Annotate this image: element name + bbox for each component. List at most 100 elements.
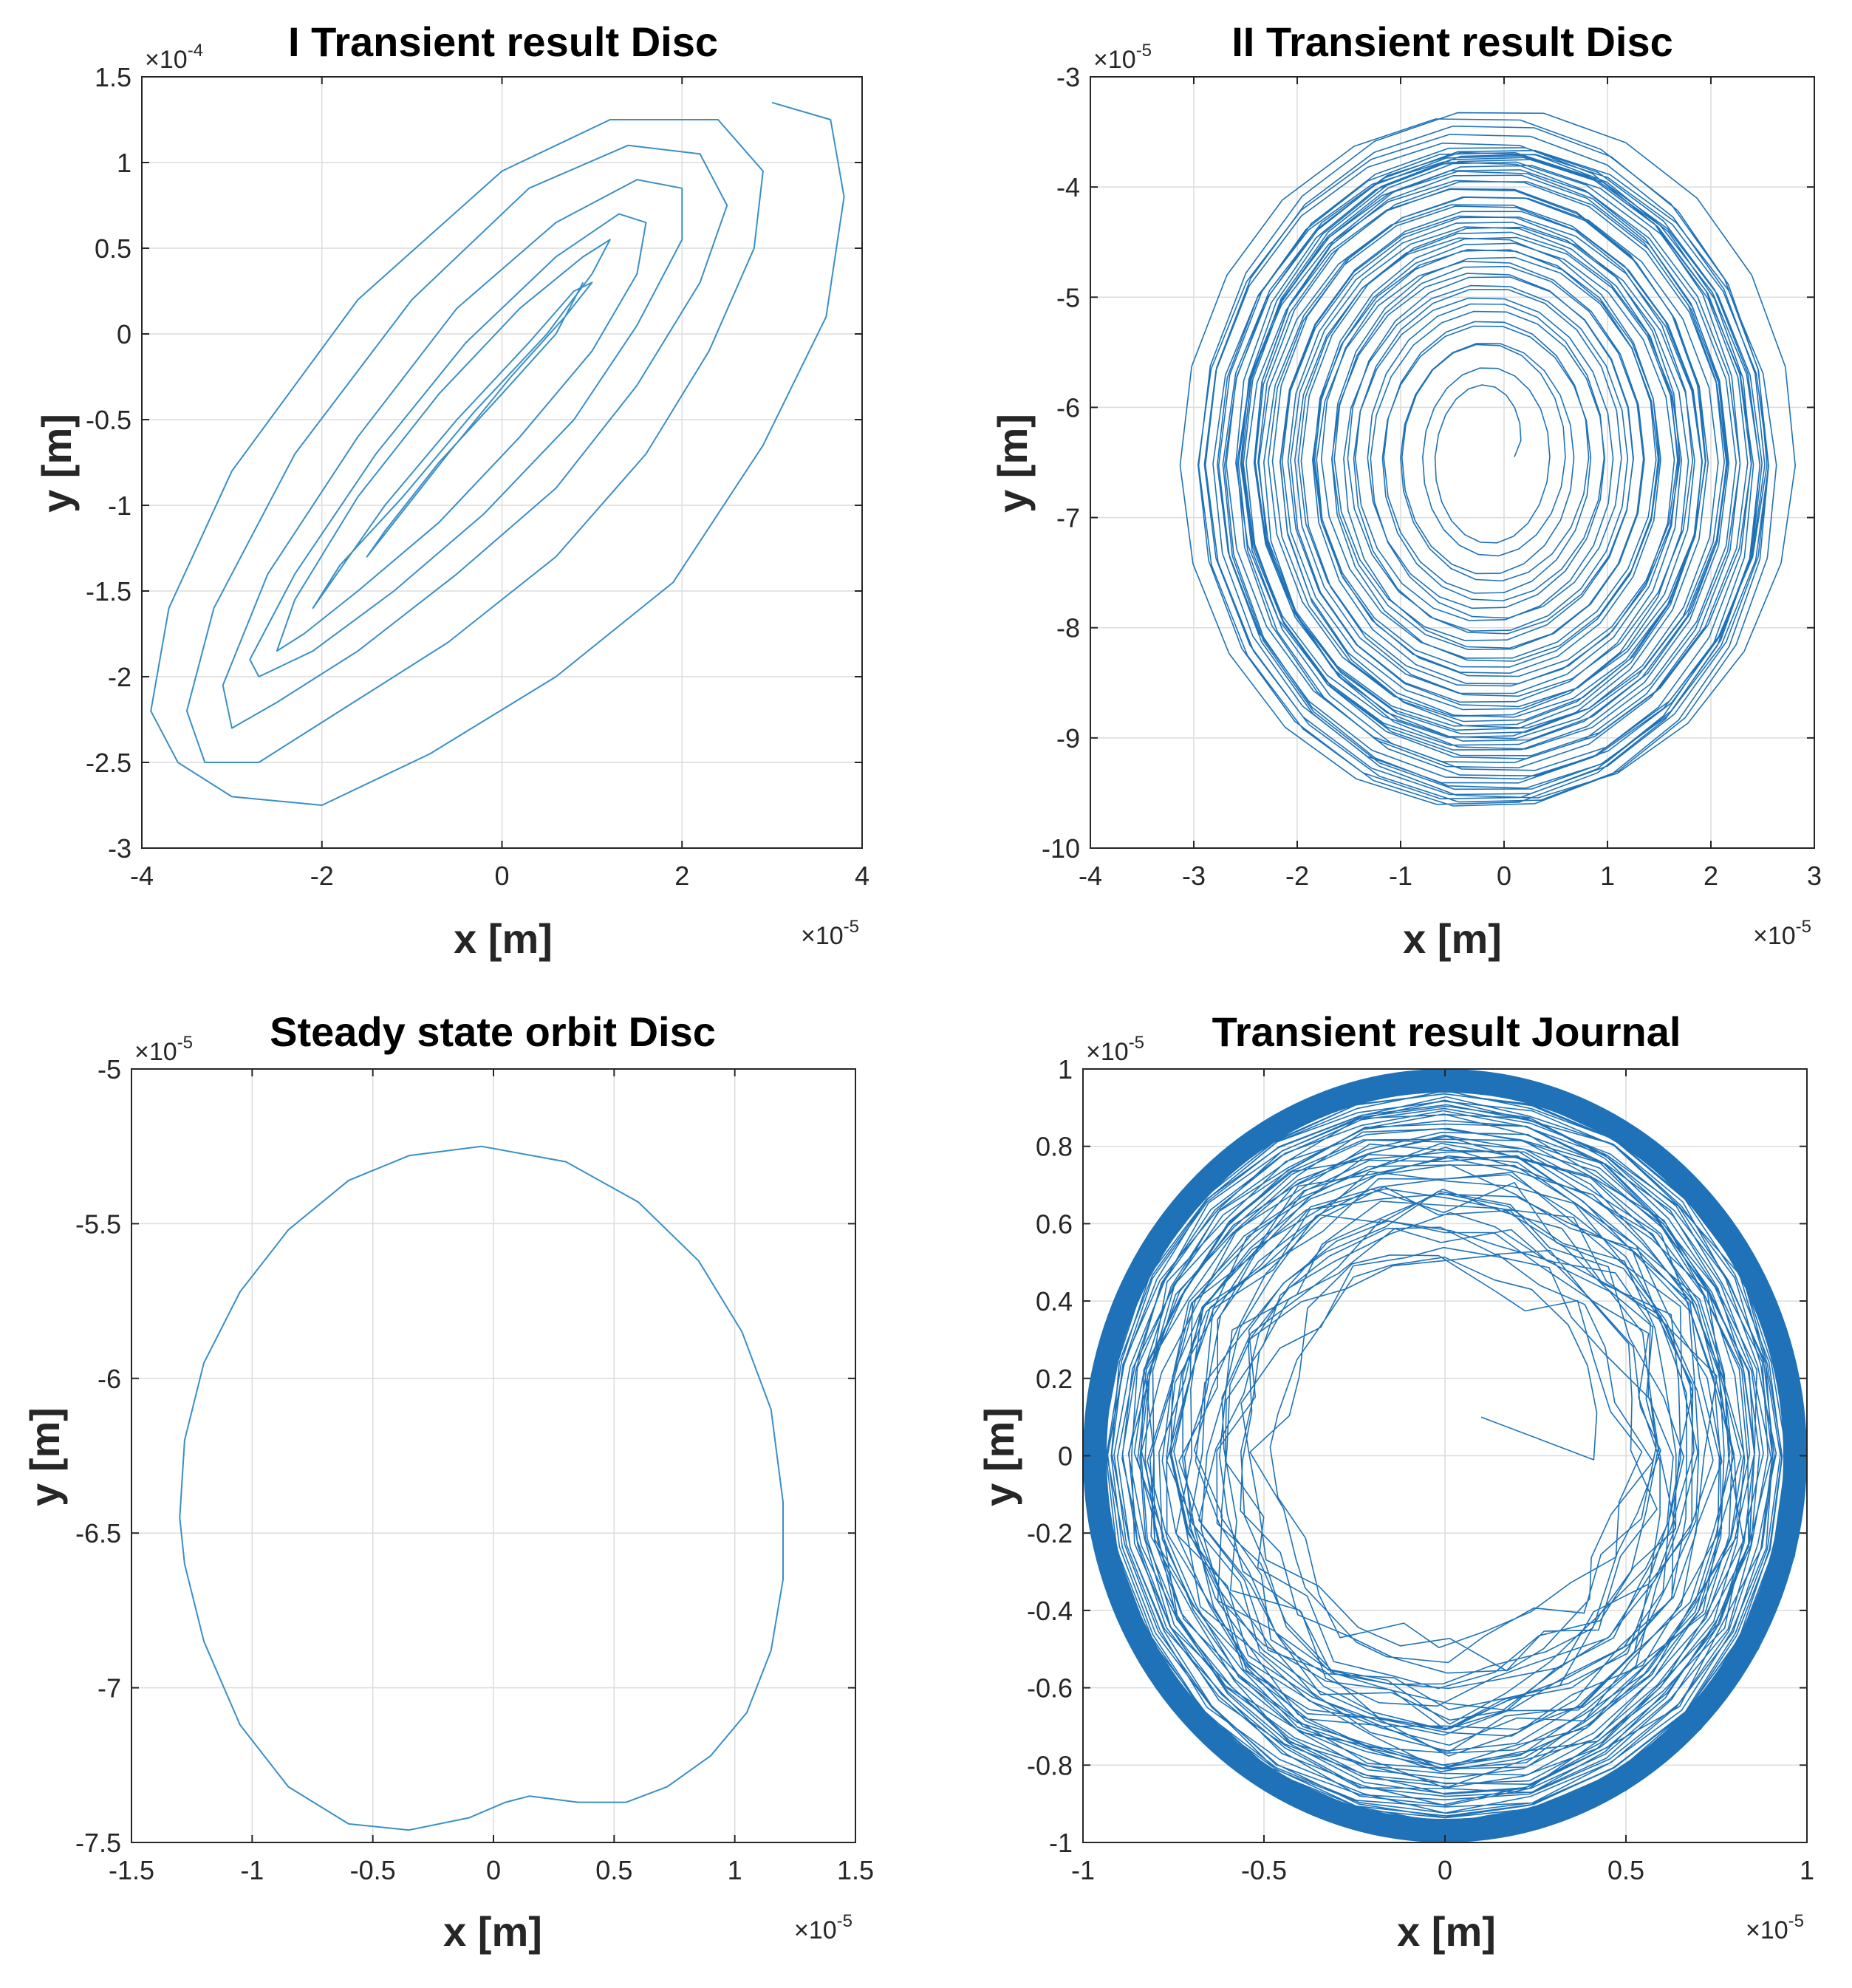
y-tick-label: 0.6 [1036,1209,1073,1239]
y-tick-label: 0 [1058,1441,1073,1472]
x-tick-label: -4 [1079,861,1102,891]
plot-area: -1 -0.5 0 0.5 1 -1 -0.8 -0.6 -0.4 -0.2 0 0.2 0.4 0.6 0… [1027,1033,1814,1944]
y-tick-label: 0.5 [95,233,131,264]
y-tick-label: -2 [108,662,131,692]
y-tick-label: 1 [1058,1054,1073,1084]
x-exponent-label: ×10-5 [801,917,859,950]
y-tick-label: -1.5 [86,576,131,607]
y-exponent-label: ×10-5 [134,1033,193,1066]
y-tick-label: 0.2 [1036,1364,1073,1394]
y-tick-label: -7 [98,1673,121,1704]
y-tick-label: -2.5 [86,748,131,778]
y-axis-label: y [m] [976,1407,1022,1506]
x-exponent-value: -5 [844,917,859,937]
plot-area: -4 -2 0 2 4 -3 -2.5 -2 -1.5 -1 -0.5 0 0.5 1 1.5 ×10-4 ×1… [86,41,869,950]
x-tick-label: 0.5 [1607,1855,1644,1885]
dense-orbit-band [1083,1069,1807,1842]
x-tick-label: 1 [1800,1855,1814,1885]
y-exponent-label: ×10-5 [1086,1033,1144,1066]
series-line [150,101,845,806]
x-tick-label: 2 [674,861,689,891]
y-exponent-value: -5 [1136,41,1152,61]
x-tick-label: 0 [1438,1855,1452,1885]
x-tick-label: 1.5 [837,1855,874,1885]
y-exponent-label: ×10-4 [145,41,203,74]
y-exponent-value: -5 [1129,1033,1144,1053]
x-tick-label: -1 [1071,1855,1095,1885]
x-exponent-value: -5 [1788,1911,1804,1931]
y-tick-label: -5 [98,1054,121,1084]
x-tick-label: -0.5 [350,1855,396,1885]
y-tick-label: -0.5 [86,405,131,435]
x-axis-label: x [m] [443,1908,542,1955]
subplot-2-transient-disc: II Transient result Disc x [m] y [m] -4-… [989,18,1822,962]
subplot-3-steady-state-disc: Steady state orbit Disc x [m] y [m] -1.5… [21,1008,874,1955]
y-tick-label: -1 [1049,1828,1073,1858]
y-exponent-label: ×10-5 [1093,41,1152,74]
x-tick-label: 0.5 [595,1855,632,1885]
y-tick-label: 0.8 [1036,1132,1073,1162]
y-tick-label: 1.5 [95,62,131,92]
x-tick-label: -2 [1285,861,1309,891]
y-tick-label: -7.5 [75,1828,121,1858]
x-tick-label: -4 [130,861,154,891]
x-tick-label: -1.5 [109,1855,154,1885]
chart-title: I Transient result Disc [288,18,718,65]
y-tick-label: -0.4 [1027,1596,1073,1626]
y-tick-label: -3 [1056,62,1080,92]
x-tick-label: -2 [310,861,334,891]
series-line [179,1145,784,1831]
x-tick-label: -1 [240,1855,264,1885]
y-tick-label: 0.4 [1036,1286,1073,1316]
x-tick-label: 4 [855,861,869,891]
x-exponent-value: -5 [1796,917,1811,937]
y-axis-label: y [m] [33,414,80,513]
y-tick-label: -7 [1056,503,1080,533]
x-tick-label: 0 [486,1855,501,1885]
y-tick-label: -6 [1056,392,1080,423]
y-tick-label: -5.5 [75,1209,121,1239]
y-tick-label: -3 [108,833,131,864]
x-tick-label: 3 [1807,861,1822,891]
y-tick-label: -9 [1056,723,1080,754]
plot-area: -1.5 -1 -0.5 0 0.5 1 1.5-7.5-7-6.5-6-5.5-5×10-… [75,1033,874,1944]
x-axis-label: x [m] [454,915,553,962]
y-tick-label: -6.5 [75,1518,121,1548]
x-axis-label: x [m] [1397,1908,1496,1955]
x-tick-label: -0.5 [1241,1855,1287,1885]
y-tick-label: -0.6 [1027,1673,1073,1704]
y-tick-label: -0.8 [1027,1750,1073,1780]
x-tick-label: 0 [494,861,509,891]
plot-area: -4 -3 -2 -1 0 1 2 3-10-9-8-7-6-5-4-3×10-5×10-5 [1042,41,1822,950]
x-exponent-label: ×10-5 [794,1911,852,1944]
x-axis-label: x [m] [1403,915,1502,962]
y-tick-label: -6 [98,1364,121,1394]
y-tick-label: -5 [1056,282,1080,312]
x-exponent-value: -5 [837,1911,852,1931]
x-exponent-label: ×10-5 [1753,917,1811,950]
chart-title: II Transient result Disc [1231,18,1673,65]
subplot-4-transient-journal: Transient result Journal x [m] y [m] -1-… [976,1008,1814,1955]
axes-frame [1090,76,1815,849]
y-exponent-value: -5 [177,1033,193,1053]
subplot-1-transient-disc: I Transient result Disc x [m] y [m] -4 -2… [33,18,869,962]
x-tick-label: 2 [1704,861,1718,891]
y-exponent-value: -4 [188,41,203,61]
x-tick-label: 1 [1600,861,1615,891]
series-line [1179,112,1796,807]
y-tick-label: -10 [1042,833,1080,864]
y-tick-label: -1 [108,491,131,521]
y-axis-label: y [m] [21,1407,68,1506]
y-tick-label: 1 [117,148,131,178]
chart-title: Transient result Journal [1212,1008,1681,1055]
x-tick-label: 1 [728,1855,742,1885]
y-axis-label: y [m] [989,414,1036,513]
x-tick-label: -3 [1182,861,1206,891]
x-exponent-label: ×10-5 [1746,1911,1804,1944]
y-tick-label: -8 [1056,613,1080,643]
x-tick-label: -1 [1389,861,1412,891]
y-tick-label: 0 [117,319,131,349]
y-tick-label: -4 [1056,172,1080,202]
y-tick-label: -0.2 [1027,1518,1073,1548]
